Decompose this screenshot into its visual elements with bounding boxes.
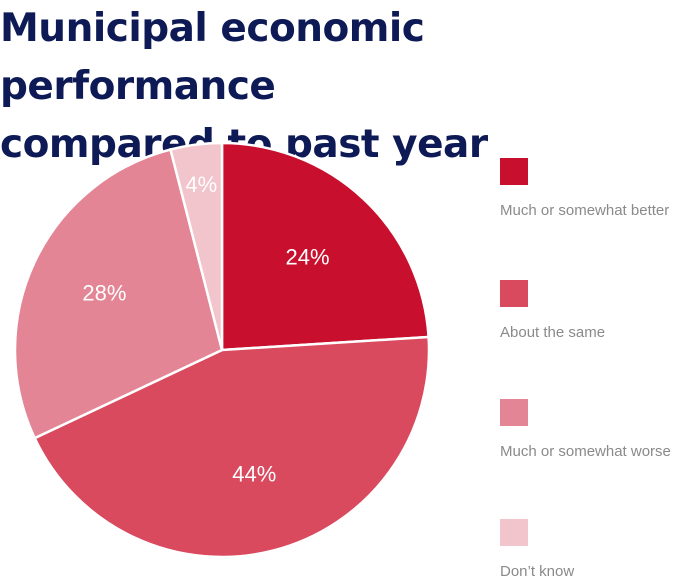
legend-label-much-better: Much or somewhat better bbox=[500, 202, 670, 219]
legend-item-about-same: About the same bbox=[500, 280, 605, 341]
chart-title-line-1: Municipal economic performance bbox=[0, 6, 425, 109]
legend-label-much-worse: Much or somewhat worse bbox=[500, 443, 671, 460]
legend-swatch-about-same bbox=[500, 280, 528, 307]
pie-slice-much-worse bbox=[13, 148, 224, 440]
pie-label-much-better: 24% bbox=[286, 245, 330, 270]
legend-label-dont-know: Don’t know bbox=[500, 563, 575, 580]
pie-label-about-same: 44% bbox=[232, 462, 276, 487]
pie-label-dont-know: 4% bbox=[185, 172, 217, 197]
pie-slice-much-better bbox=[220, 141, 430, 352]
chart-title: Municipal economic performance compared … bbox=[0, 0, 690, 174]
legend-label-about-same: About the same bbox=[500, 324, 606, 341]
legend-swatch-dont-know bbox=[500, 519, 528, 546]
legend-item-much-worse: Much or somewhat worse bbox=[500, 399, 671, 460]
legend-swatch-much-worse bbox=[500, 399, 528, 426]
legend-item-dont-know: Don’t know bbox=[500, 519, 574, 580]
pie-slice-labels: 24% 44% 28% 4% bbox=[82, 172, 329, 487]
legend-item-much-better: Much or somewhat better bbox=[500, 158, 669, 219]
pie-label-much-worse: 28% bbox=[82, 280, 126, 305]
legend-swatch-much-better bbox=[500, 158, 528, 185]
pie-slices bbox=[13, 141, 431, 559]
pie-slice-dont-know bbox=[169, 141, 224, 352]
